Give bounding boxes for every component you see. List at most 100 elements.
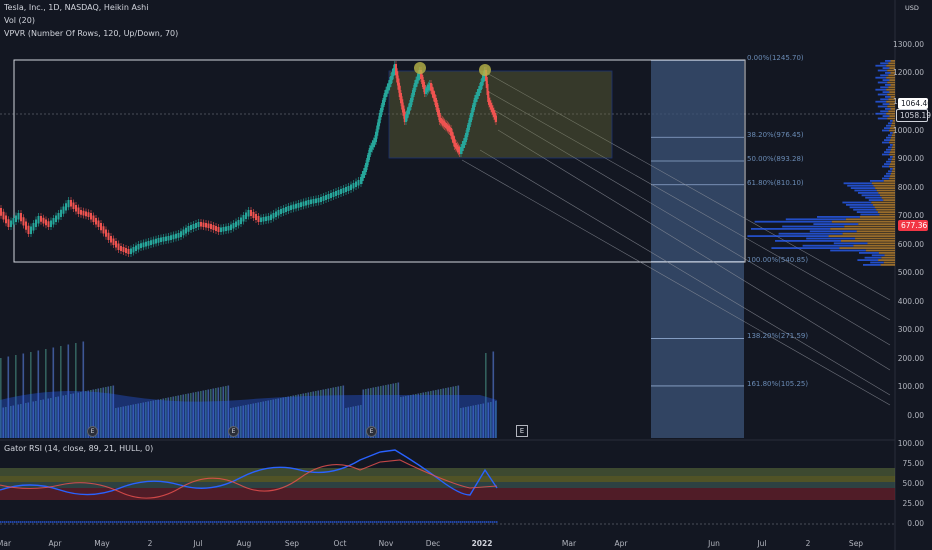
candle: [237, 220, 240, 226]
volume-bar: [232, 407, 235, 438]
vpvr-bar-down: [892, 144, 895, 146]
rsi-histogram-bar: [476, 521, 478, 523]
price-axis-label: 700.00: [897, 211, 924, 221]
vpvr-bar-down: [872, 204, 895, 206]
rsi-histogram-bar: [306, 521, 308, 523]
volume-bar: [120, 407, 122, 438]
rsi-histogram-bar: [46, 521, 48, 523]
rsi-band-mid: [0, 476, 895, 482]
candle: [177, 233, 180, 238]
rsi-histogram-bar: [190, 521, 192, 523]
candle: [342, 188, 345, 193]
candle: [32, 223, 35, 231]
earnings-icon[interactable]: E: [87, 426, 98, 437]
volume-bar: [210, 389, 212, 438]
legend-symbol[interactable]: Tesla, Inc., 1D, NASDAQ, Heikin Ashi: [4, 3, 149, 12]
vpvr-bar-down: [888, 86, 895, 89]
volume-bar: [45, 349, 47, 438]
rsi-histogram-bar: [280, 521, 282, 523]
candle: [270, 214, 272, 220]
price-axis-label: 100.00: [897, 382, 924, 392]
candle: [227, 226, 230, 231]
vpvr-bar-down: [871, 182, 895, 185]
vpvr-bar-up: [886, 136, 891, 139]
rsi-histogram-bar: [14, 521, 16, 523]
rsi-histogram-bar: [98, 521, 100, 523]
volume-bar: [17, 404, 20, 438]
volume-bar: [412, 394, 415, 438]
rsi-histogram-bar: [174, 521, 176, 523]
candle: [87, 212, 90, 217]
earnings-upcoming-icon[interactable]: E: [516, 425, 528, 437]
vpvr-bar-down: [871, 201, 895, 204]
candle: [363, 168, 366, 175]
candle: [428, 83, 431, 89]
vpvr-bar-down: [891, 134, 895, 137]
rsi-histogram-bar: [472, 521, 474, 523]
rsi-histogram-bar: [268, 521, 270, 523]
legend-vpvr[interactable]: VPVR (Number Of Rows, 120, Up/Down, 70): [4, 29, 179, 38]
candle: [416, 76, 419, 84]
candle: [30, 226, 32, 234]
rsi-histogram-bar: [454, 521, 456, 523]
volume-bar: [435, 390, 437, 438]
volume-bar: [270, 400, 272, 438]
rsi-histogram-bar: [56, 521, 58, 523]
candle: [432, 90, 435, 99]
candle: [122, 247, 125, 252]
rsi-histogram-bar: [260, 521, 262, 523]
vpvr-bar-up: [833, 242, 868, 245]
vpvr-bar-down: [888, 74, 895, 77]
rsi-histogram-bar: [240, 521, 242, 523]
time-axis-label: Sep: [848, 539, 864, 548]
vpvr-bar-down: [839, 247, 895, 249]
candle: [10, 220, 12, 227]
volume-bar: [355, 406, 357, 438]
candle: [317, 198, 320, 203]
price-axis-label: 0.00: [907, 411, 924, 420]
rsi-histogram-bar: [78, 521, 80, 523]
time-axis-label: May: [94, 539, 110, 548]
volume-bar: [365, 389, 367, 438]
earnings-icon[interactable]: E: [366, 426, 377, 437]
vpvr-bar-up: [847, 184, 874, 187]
earnings-icon[interactable]: E: [228, 426, 239, 437]
volume-bar: [257, 402, 260, 438]
legend-rsi[interactable]: Gator RSI (14, close, 89, 21, HULL, 0): [4, 444, 154, 453]
candle: [55, 215, 57, 222]
vpvr-bar-up: [890, 156, 893, 158]
candle: [162, 237, 165, 242]
candle: [410, 98, 412, 107]
candle: [456, 144, 459, 151]
candle: [391, 72, 394, 80]
candle: [45, 219, 47, 226]
rsi-histogram-bar: [360, 521, 362, 523]
candle: [225, 226, 227, 231]
rsi-histogram-bar: [40, 521, 42, 523]
rsi-histogram-bar: [460, 521, 462, 523]
candle: [67, 200, 70, 208]
price-axis-label: 200.00: [897, 353, 924, 363]
candle: [463, 138, 466, 145]
volume-bar: [277, 398, 280, 438]
rsi-histogram-bar: [470, 521, 472, 523]
price-axis-label: 1200.00: [892, 68, 924, 78]
rsi-histogram-bar: [206, 521, 208, 523]
rsi-histogram-bar: [148, 521, 150, 523]
vpvr-bar-down: [886, 76, 895, 79]
volume-bar: [350, 407, 352, 438]
vpvr-bar-down: [845, 218, 895, 221]
rsi-histogram-bar: [244, 521, 246, 523]
volume-bar: [372, 387, 375, 438]
vpvr-bar-up: [884, 175, 891, 177]
candle: [361, 174, 364, 181]
currency-label[interactable]: USD: [905, 4, 919, 12]
vpvr-bar-down: [889, 177, 895, 180]
candle: [387, 83, 390, 91]
legend-volume[interactable]: Vol (20): [4, 16, 35, 25]
volume-bar: [447, 387, 450, 438]
fib-level-label: 161.80%(105.25): [747, 379, 809, 388]
volume-bar: [347, 407, 350, 438]
vpvr-bar-up: [890, 120, 893, 122]
